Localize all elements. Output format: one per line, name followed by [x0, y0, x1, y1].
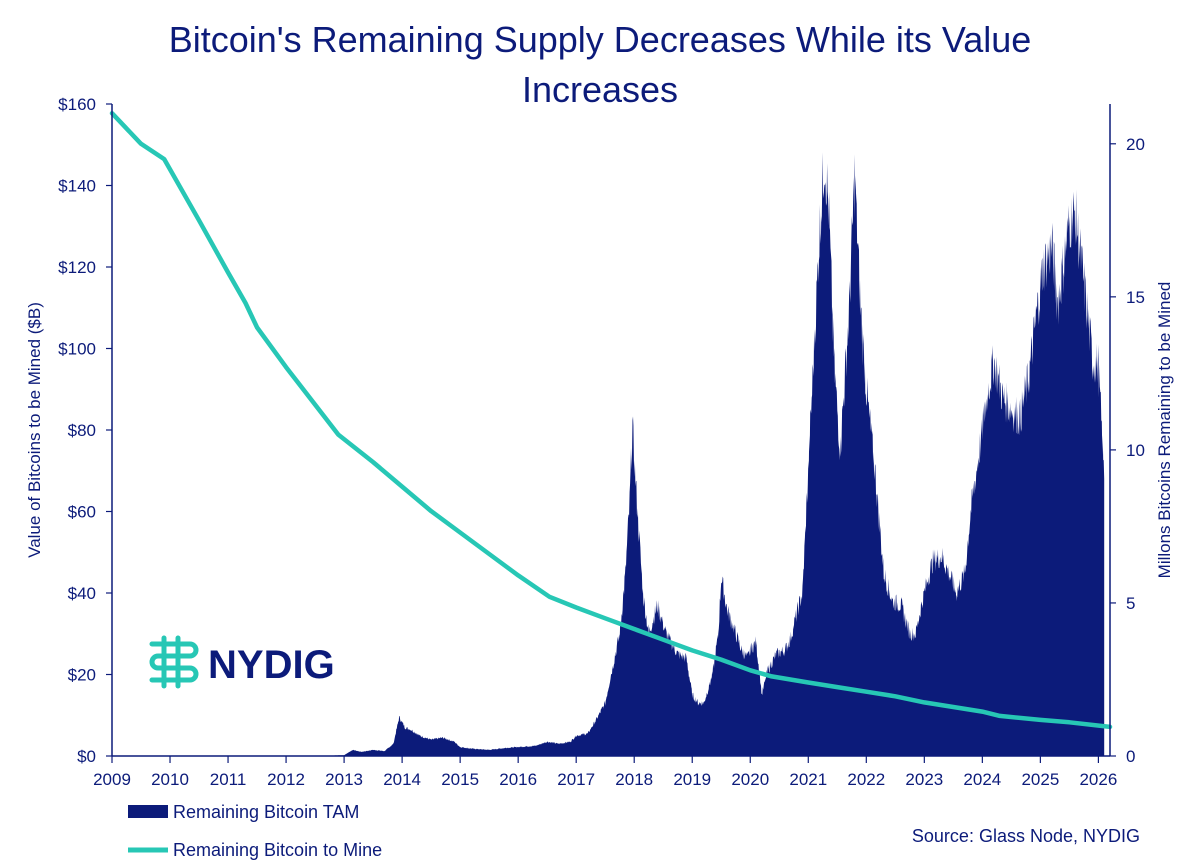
- x-tick-labels: 2009 2010 2011 2012 2013 2014 2015 2016 2017 2018…: [93, 756, 1117, 789]
- chart-title-line-1: Bitcoin's Remaining Supply Decreases Whi…: [169, 19, 1032, 60]
- legend-item-tam: Remaining Bitcoin TAM: [128, 802, 359, 822]
- legend-swatch-tam: [128, 805, 168, 818]
- chart-title-line-2: Increases: [522, 69, 678, 110]
- legend: Remaining Bitcoin TAM Remaining Bitcoin …: [128, 802, 382, 860]
- left-tick-label: $80: [68, 421, 96, 440]
- supply-line-layer: [109, 110, 1113, 730]
- right-tick-label: 5: [1126, 594, 1135, 613]
- right-tick-labels: 0 5 10 15 20: [1110, 135, 1145, 766]
- x-tick-label: 2014: [383, 770, 421, 789]
- x-tick-label: 2010: [151, 770, 189, 789]
- x-tick-label: 2012: [267, 770, 305, 789]
- source-note: Source: Glass Node, NYDIG: [912, 826, 1140, 846]
- left-tick-label: $60: [68, 503, 96, 522]
- left-tick-label: $0: [77, 747, 96, 766]
- x-tick-label: 2022: [847, 770, 885, 789]
- series-line-supply: [109, 110, 1113, 730]
- right-tick-label: 20: [1126, 135, 1145, 154]
- left-tick-label: $100: [58, 340, 96, 359]
- legend-label-supply: Remaining Bitcoin to Mine: [173, 840, 382, 860]
- x-tick-label: 2025: [1021, 770, 1059, 789]
- x-tick-label: 2011: [210, 770, 247, 789]
- right-tick-label: 10: [1126, 441, 1145, 460]
- nydig-logo-text: NYDIG: [208, 643, 335, 687]
- left-tick-label: $160: [58, 95, 96, 114]
- left-tick-label: $40: [68, 584, 96, 603]
- legend-item-supply: Remaining Bitcoin to Mine: [128, 840, 382, 860]
- x-tick-label: 2021: [789, 770, 827, 789]
- x-tick-label: 2023: [905, 770, 943, 789]
- tam-area-layer: [112, 152, 1105, 757]
- legend-label-tam: Remaining Bitcoin TAM: [173, 802, 359, 822]
- right-axis-title: Millons Bitcoins Remaining to be Mined: [1155, 282, 1174, 579]
- x-tick-label: 2013: [325, 770, 363, 789]
- x-tick-label: 2020: [731, 770, 769, 789]
- left-tick-labels: $0 $20 $40 $60 $80 $100 $120 $140 $160: [58, 95, 112, 766]
- right-tick-label: 0: [1126, 747, 1135, 766]
- nydig-logo: NYDIG: [149, 635, 335, 689]
- left-axis-title: Value of Bitcoins to be Mined ($B): [25, 302, 44, 558]
- left-tick-label: $140: [58, 177, 96, 196]
- x-tick-label: 2018: [615, 770, 653, 789]
- x-tick-label: 2016: [499, 770, 537, 789]
- x-tick-label: 2009: [93, 770, 131, 789]
- x-tick-label: 2019: [673, 770, 711, 789]
- x-tick-label: 2026: [1079, 770, 1117, 789]
- left-tick-label: $120: [58, 258, 96, 277]
- nydig-logo-icon: [149, 635, 199, 689]
- right-tick-label: 15: [1126, 288, 1145, 307]
- left-tick-label: $20: [68, 666, 96, 685]
- x-tick-label: 2017: [557, 770, 595, 789]
- x-tick-label: 2015: [441, 770, 479, 789]
- series-area-tam: [112, 152, 1105, 757]
- x-tick-label: 2024: [963, 770, 1001, 789]
